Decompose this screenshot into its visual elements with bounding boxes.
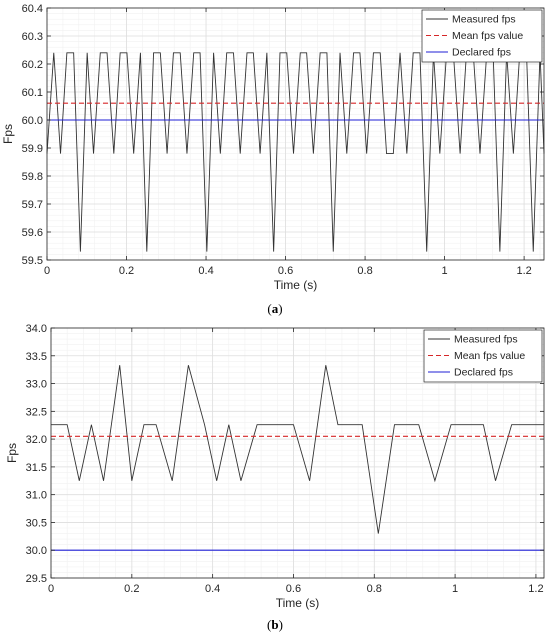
axes-frame (50, 327, 545, 579)
y-tick-label: 33.5 (26, 351, 47, 363)
y-tick-label: 31.5 (26, 462, 47, 474)
y-tick-label: 60.1 (22, 87, 43, 99)
y-tick-label: 60.0 (22, 115, 43, 127)
y-axis-label: Fps (1, 124, 15, 144)
legend-label: Mean fps value (452, 30, 523, 42)
x-tick-label: 1 (452, 583, 458, 595)
y-tick-label: 34.0 (26, 323, 47, 335)
x-tick-label: 1 (442, 265, 448, 277)
x-tick-label: 0.8 (357, 265, 372, 277)
y-tick-label: 29.5 (26, 573, 47, 585)
legend: Measured fps Mean fps value Declared fps (421, 9, 543, 63)
y-tick-label: 30.0 (26, 545, 47, 557)
x-tick-label: 0 (44, 265, 50, 277)
legend-label: Measured fps (454, 334, 518, 346)
y-tick-label: 59.8 (22, 171, 43, 183)
y-tick-label: 59.9 (22, 143, 43, 155)
chart-b: 0 0.2 0.4 0.6 0.8 1 1.2 29.5 30.0 30.5 31.0 31.5 32.… (5, 323, 545, 632)
y-tick-label: 60.2 (22, 59, 43, 71)
y-axis-label: Fps (5, 443, 19, 463)
x-tick-label: 1.2 (516, 265, 531, 277)
axes-frame (46, 7, 545, 261)
x-tick-label: 0.6 (278, 265, 293, 277)
chart-a: 0 0.2 0.4 0.6 0.8 1 1.2 59.5 59.6 59.7 59.8 59.9 60.… (1, 3, 545, 316)
y-tick-label: 60.4 (22, 3, 43, 15)
legend-label: Declared fps (454, 367, 513, 379)
x-tick-label: 0.4 (205, 583, 220, 595)
y-tick-label: 33.0 (26, 379, 47, 391)
x-tick-label: 1.2 (528, 583, 543, 595)
x-tick-label: 0.8 (367, 583, 382, 595)
y-tick-label: 59.7 (22, 199, 43, 211)
y-tick-label: 59.6 (22, 227, 43, 239)
x-tick-label: 0.4 (198, 265, 213, 277)
x-tick-label: 0.2 (124, 583, 139, 595)
x-tick-label: 0.2 (119, 265, 134, 277)
x-tick-label: 0 (48, 583, 54, 595)
legend-label: Mean fps value (454, 350, 525, 362)
figure-caption: (b) (267, 617, 283, 632)
y-tick-label: 60.3 (22, 31, 43, 43)
y-tick-label: 32.0 (26, 434, 47, 446)
x-tick-label: 0.6 (286, 583, 301, 595)
legend: Measured fps Mean fps value Declared fps (423, 329, 543, 383)
y-tick-label: 59.5 (22, 255, 43, 267)
y-tick-label: 30.5 (26, 517, 47, 529)
y-tick-label: 31.0 (26, 490, 47, 502)
y-tick-label: 32.5 (26, 406, 47, 418)
x-axis-label: Time (s) (274, 278, 318, 292)
series-line-measured-fps (51, 365, 544, 534)
legend-label: Declared fps (452, 47, 511, 59)
legend-label: Measured fps (452, 14, 516, 26)
x-axis-label: Time (s) (276, 596, 320, 610)
figure-caption: (a) (267, 301, 282, 316)
